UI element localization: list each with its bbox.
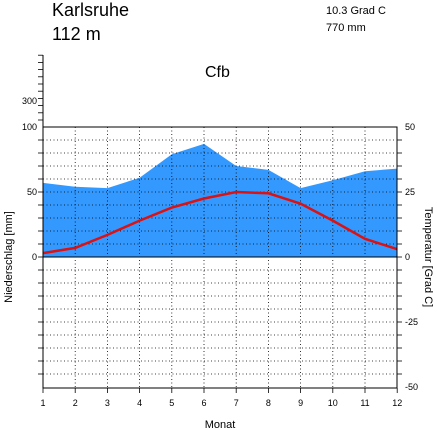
plot-frame xyxy=(42,126,398,389)
right-tick-label: -25 xyxy=(405,317,418,327)
climate-class: Cfb xyxy=(205,64,230,81)
x-tick-label: 3 xyxy=(105,398,110,408)
x-tick-label: 2 xyxy=(73,398,78,408)
y-axis-right-label: Temperatur [Grad C] xyxy=(422,207,434,307)
left-tick-label: 100 xyxy=(22,122,37,132)
right-tick-label: -50 xyxy=(405,382,418,392)
annual-precipitation: 770 mm xyxy=(326,22,366,34)
x-tick-label: 8 xyxy=(266,398,271,408)
precipitation-area xyxy=(43,143,398,257)
left-tick-label: 50 xyxy=(27,187,37,197)
mean-temperature: 10.3 Grad C xyxy=(326,5,386,17)
x-tick-label: 4 xyxy=(137,398,142,408)
x-tick-label: 1 xyxy=(40,398,45,408)
x-tick-label: 6 xyxy=(201,398,206,408)
left-tick-label: 0 xyxy=(32,252,37,262)
left-tick-label: 300 xyxy=(22,96,37,106)
right-tick-label: 50 xyxy=(405,122,415,132)
x-tick-label: 9 xyxy=(298,398,303,408)
x-tick-label: 7 xyxy=(234,398,239,408)
right-tick-label: 25 xyxy=(405,187,415,197)
temperature-line xyxy=(42,190,398,255)
y-axis-left-label: Niederschlag [mm] xyxy=(3,211,15,303)
x-axis-label: Monat xyxy=(205,419,236,430)
x-tick-label: 10 xyxy=(328,398,338,408)
x-tick-label: 11 xyxy=(360,398,369,408)
station-name: Karlsruhe xyxy=(52,0,129,20)
station-elevation: 112 m xyxy=(52,24,101,44)
x-tick-label: 5 xyxy=(169,398,174,408)
x-tick-label: 12 xyxy=(392,398,402,408)
right-tick-label: 0 xyxy=(405,252,410,262)
